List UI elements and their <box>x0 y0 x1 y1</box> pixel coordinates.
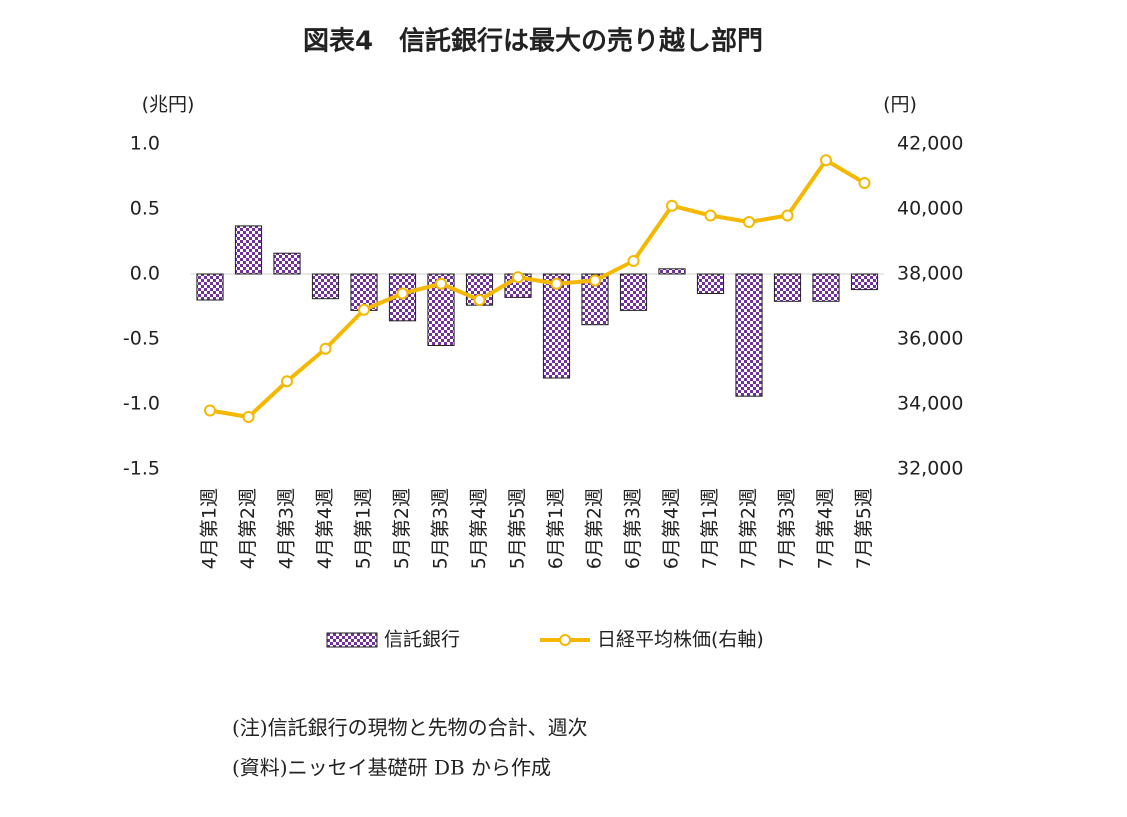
line-marker <box>704 209 717 222</box>
x-tick-label: 5月第5週 <box>507 488 529 569</box>
y-tick-label: 0.0 <box>130 263 160 285</box>
bar <box>196 273 224 301</box>
x-tick-label: 7月第2週 <box>738 488 760 569</box>
y2-tick-label: 32,000 <box>897 458 963 480</box>
y2-axis-label: (円) <box>883 94 917 116</box>
line-marker <box>666 199 678 212</box>
y2-tick-label: 40,000 <box>897 198 963 220</box>
bar <box>311 273 340 300</box>
y2-tick-label: 38,000 <box>897 263 963 285</box>
bar <box>273 252 301 275</box>
line-marker <box>781 209 794 222</box>
note: (資料)ニッセイ基礎研 DB から作成 <box>232 756 551 780</box>
line-marker <box>743 216 755 228</box>
y-tick-label: -1.5 <box>123 458 160 480</box>
line-marker <box>242 411 255 423</box>
x-tick-label: 7月第4週 <box>815 488 837 569</box>
bar <box>696 273 725 294</box>
note: (注)信託銀行の現物と先物の合計、週次 <box>232 716 588 740</box>
y2-tick-label: 36,000 <box>897 328 963 350</box>
x-tick-label: 6月第4週 <box>661 488 683 569</box>
y2-tick-label: 42,000 <box>897 133 963 155</box>
bar <box>658 268 686 275</box>
bar <box>234 225 263 275</box>
line-marker <box>820 154 832 167</box>
y2-tick-label: 34,000 <box>897 393 963 415</box>
y-tick-label: -1.0 <box>123 393 160 415</box>
x-tick-label: 4月第2週 <box>237 488 259 569</box>
line-marker <box>627 255 640 267</box>
line-marker <box>204 404 216 417</box>
line-marker <box>550 277 563 290</box>
line-marker <box>396 287 409 300</box>
x-tick-label: 5月第1週 <box>353 488 375 569</box>
x-tick-label: 4月第1週 <box>199 488 221 569</box>
line-marker <box>435 277 447 290</box>
line-marker <box>858 177 871 189</box>
x-tick-label: 7月第3週 <box>776 488 798 569</box>
line-marker <box>319 342 332 355</box>
legend-swatch <box>559 634 571 646</box>
x-tick-label: 6月第2週 <box>584 488 606 569</box>
bar <box>773 273 802 302</box>
y-axis-label: (兆円) <box>142 94 195 116</box>
bar <box>619 273 648 311</box>
chart-title: 図表4 信託銀行は最大の売り越し部門 <box>303 26 763 57</box>
line-marker <box>473 294 486 306</box>
y-tick-label: 1.0 <box>130 133 160 155</box>
line-marker <box>589 274 601 287</box>
x-tick-label: 5月第2週 <box>391 488 413 569</box>
y-tick-label: 0.5 <box>130 198 160 220</box>
x-tick-label: 4月第4週 <box>314 488 336 569</box>
legend-swatch <box>326 632 378 648</box>
x-tick-label: 4月第3週 <box>276 488 298 569</box>
x-tick-label: 7月第5週 <box>853 488 875 569</box>
bar <box>542 273 571 379</box>
legend-label: 日経平均株価(右軸) <box>597 629 764 651</box>
legend-label: 信託銀行 <box>384 629 460 651</box>
bar <box>812 273 840 302</box>
y-tick-label: -0.5 <box>123 328 160 350</box>
bar <box>850 273 879 291</box>
line-marker <box>512 271 524 284</box>
line-marker <box>281 375 293 388</box>
x-tick-label: 6月第1週 <box>545 488 567 569</box>
x-tick-label: 6月第3週 <box>622 488 644 569</box>
line <box>209 158 866 419</box>
bar <box>735 273 763 397</box>
line-marker <box>358 303 370 316</box>
x-tick-label: 7月第1週 <box>699 488 721 569</box>
x-tick-label: 5月第4週 <box>468 488 490 569</box>
x-tick-label: 5月第3週 <box>430 488 452 569</box>
